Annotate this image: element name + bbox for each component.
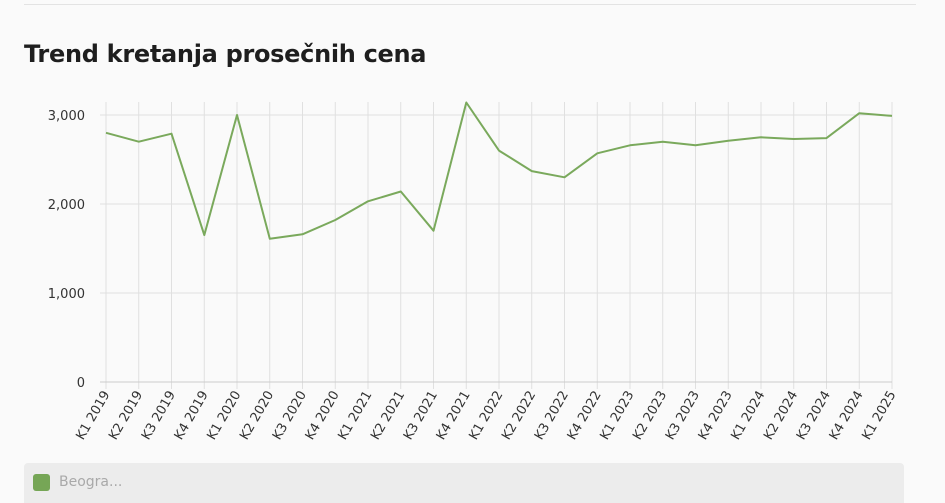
y-tick-label: 2,000	[48, 198, 85, 213]
y-tick-label: 1,000	[48, 287, 85, 302]
data-point[interactable]	[821, 132, 833, 144]
data-point[interactable]	[231, 109, 243, 121]
series-lines	[100, 97, 898, 245]
data-point[interactable]	[133, 136, 145, 148]
data-point[interactable]	[526, 165, 538, 177]
data-point[interactable]	[886, 110, 898, 122]
data-point[interactable]	[591, 147, 603, 159]
data-point[interactable]	[100, 127, 112, 139]
grid-lines	[100, 102, 893, 389]
y-tick-label: 0	[77, 376, 85, 391]
data-point[interactable]	[657, 136, 669, 148]
data-point[interactable]	[788, 133, 800, 145]
data-point[interactable]	[362, 195, 374, 207]
data-point[interactable]	[460, 97, 472, 109]
data-point[interactable]	[559, 171, 571, 183]
data-point[interactable]	[428, 225, 440, 237]
y-axis-ticks: 0 1,000 2,000 3,000	[48, 109, 85, 391]
data-point[interactable]	[853, 107, 865, 119]
data-point[interactable]	[755, 131, 767, 143]
data-point[interactable]	[493, 145, 505, 157]
legend-label[interactable]: Beogra...	[59, 474, 123, 490]
data-point[interactable]	[264, 233, 276, 245]
data-point[interactable]	[166, 128, 178, 140]
chart-title: Trend kretanja prosečnih cena	[24, 40, 427, 68]
series-line	[105, 101, 893, 240]
top-divider	[24, 4, 916, 5]
y-tick-label: 3,000	[48, 109, 85, 124]
data-point[interactable]	[395, 186, 407, 198]
data-point[interactable]	[690, 139, 702, 151]
data-point[interactable]	[329, 214, 341, 226]
data-point[interactable]	[297, 228, 309, 240]
legend: Beogra...	[24, 463, 904, 503]
legend-swatch[interactable]	[33, 474, 50, 491]
data-point[interactable]	[198, 229, 210, 241]
data-point[interactable]	[722, 135, 734, 147]
data-point[interactable]	[624, 139, 636, 151]
